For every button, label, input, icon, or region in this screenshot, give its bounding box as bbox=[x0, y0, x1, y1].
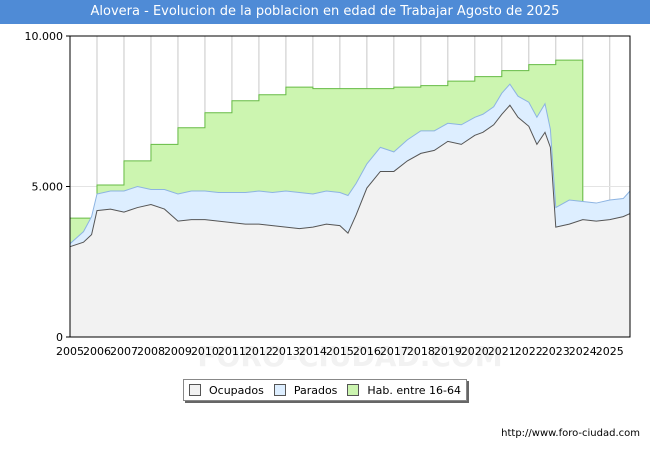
legend-item-ocupados: Ocupados bbox=[188, 383, 264, 397]
x-tick-label: 2023 bbox=[542, 345, 570, 358]
legend-swatch-parados bbox=[273, 384, 286, 396]
x-tick-label: 2016 bbox=[353, 345, 381, 358]
series-ocupados-area bbox=[70, 105, 630, 337]
x-tick-label: 2008 bbox=[137, 345, 165, 358]
legend: Ocupados Parados Hab. entre 16-64 bbox=[183, 379, 467, 401]
source-url[interactable]: http://www.foro-ciudad.com bbox=[501, 428, 640, 439]
x-tick-label: 2015 bbox=[326, 345, 354, 358]
axes: 0 5.000 10.000 2005200620072008200920102011… bbox=[25, 30, 631, 358]
x-tick-label: 2007 bbox=[110, 345, 138, 358]
legend-swatch-ocupados bbox=[188, 384, 201, 396]
x-tick-label: 2005 bbox=[56, 345, 84, 358]
y-tick-label: 10.000 bbox=[25, 30, 64, 43]
legend-item-hab: Hab. entre 16-64 bbox=[347, 384, 461, 397]
x-tick-label: 2025 bbox=[596, 345, 624, 358]
series-ocupados-line bbox=[69, 104, 631, 248]
x-tick-label: 2011 bbox=[218, 345, 246, 358]
legend-item-parados: Parados bbox=[273, 383, 338, 397]
x-tick-label: 2014 bbox=[299, 345, 327, 358]
x-tick-label: 2021 bbox=[488, 345, 516, 358]
chart-title: Alovera - Evolucion de la poblacion en e… bbox=[0, 0, 650, 24]
legend-label-hab: Hab. entre 16-64 bbox=[367, 383, 461, 397]
watermark: FORO-CIUDAD.COM bbox=[197, 340, 502, 373]
x-tick-label: 2006 bbox=[83, 345, 111, 358]
y-tick-label: 0 bbox=[56, 331, 63, 344]
x-tick-label: 2013 bbox=[272, 345, 300, 358]
x-tick-label: 2017 bbox=[380, 345, 408, 358]
area-layer bbox=[69, 59, 631, 338]
x-tick-label: 2019 bbox=[434, 345, 462, 358]
x-tick-label: 2010 bbox=[191, 345, 219, 358]
x-tick-label: 2024 bbox=[569, 345, 597, 358]
series-parados-line bbox=[69, 83, 631, 245]
x-tick-label: 2022 bbox=[515, 345, 543, 358]
x-tick-label: 2018 bbox=[407, 345, 435, 358]
legend-label-parados: Parados bbox=[293, 383, 338, 397]
x-tick-label: 2020 bbox=[461, 345, 489, 358]
x-tick-label: 2012 bbox=[245, 345, 273, 358]
x-tick-label: 2009 bbox=[164, 345, 192, 358]
y-tick-label: 5.000 bbox=[32, 181, 64, 194]
legend-label-ocupados: Ocupados bbox=[208, 383, 264, 397]
legend-swatch-hab bbox=[347, 384, 360, 396]
